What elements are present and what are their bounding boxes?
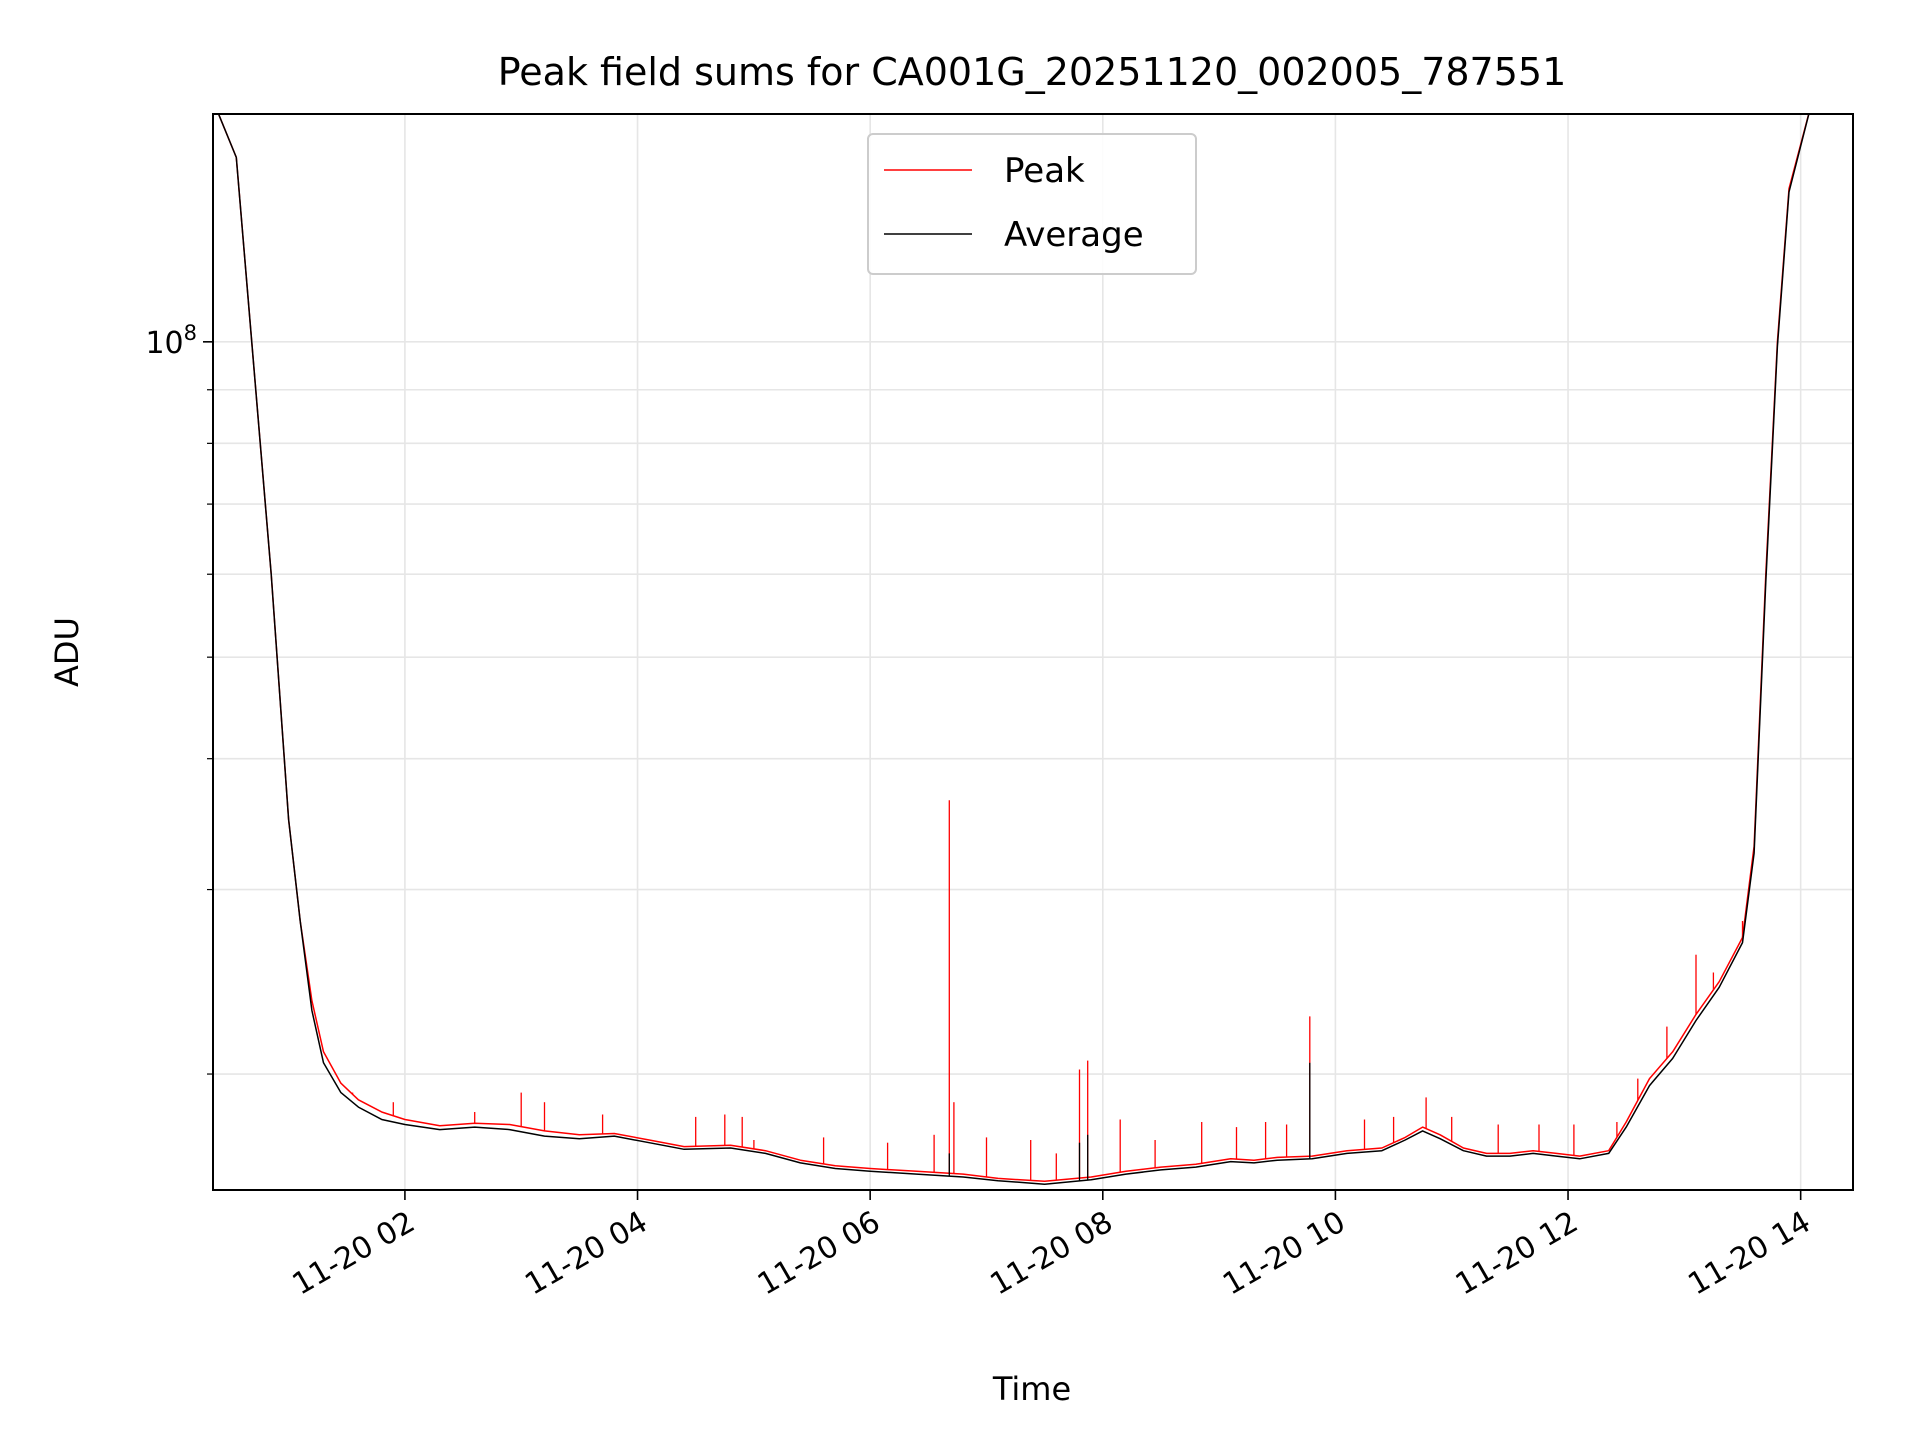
x-tick-label: 11-20 10 xyxy=(1217,1205,1351,1303)
x-axis-label: Time xyxy=(992,1370,1071,1408)
series-line-average xyxy=(217,114,1810,1185)
plot-frame xyxy=(212,113,1854,1191)
y-tick-label-exponent: 8 xyxy=(184,321,197,345)
grid xyxy=(213,114,1853,1190)
x-tick-label: 11-20 02 xyxy=(287,1205,421,1303)
legend: Peak Average xyxy=(867,133,1197,275)
y-tick-label: 108 xyxy=(145,321,197,361)
x-tick-label: 11-20 06 xyxy=(752,1205,886,1303)
y-tick-label-base: 10 xyxy=(145,326,183,361)
x-tick-label: 11-20 04 xyxy=(519,1205,653,1303)
legend-label-average: Average xyxy=(1004,215,1144,255)
series-layer xyxy=(217,114,1810,1185)
x-tick-label: 11-20 12 xyxy=(1450,1205,1584,1303)
series-line-peak xyxy=(217,114,1810,1183)
x-tick-label: 11-20 14 xyxy=(1682,1205,1816,1303)
y-axis: 108 xyxy=(145,321,213,1075)
legend-label-peak: Peak xyxy=(1004,151,1085,191)
chart-title: Peak field sums for CA001G_20251120_0020… xyxy=(498,50,1567,94)
legend-box xyxy=(867,133,1197,275)
y-axis-label: ADU xyxy=(48,617,86,687)
x-axis: 11-20 02 11-20 04 11-20 06 11-20 08 11-20 10… xyxy=(287,1190,1817,1302)
x-tick-label: 11-20 08 xyxy=(984,1205,1118,1303)
